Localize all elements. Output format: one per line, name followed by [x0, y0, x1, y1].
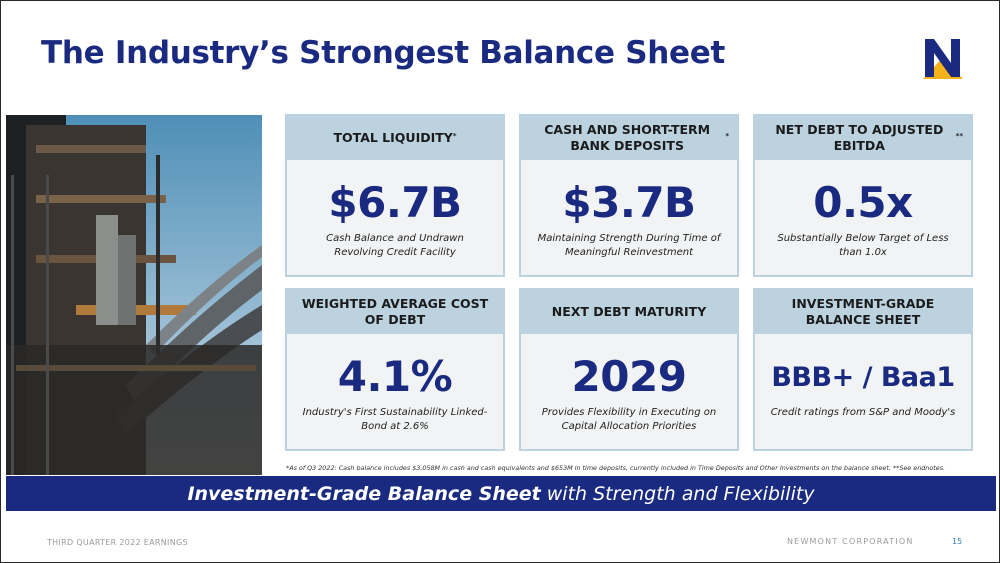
footnote-marker: * [452, 132, 457, 140]
card-cash-deposits: CASH AND SHORT-TERM BANK DEPOSITS * $3.7B… [519, 114, 739, 277]
banner: Investment-Grade Balance Sheet with Stre… [6, 476, 996, 511]
card-value: BBB+ / Baa1 [771, 362, 955, 393]
card-value: 0.5x [813, 178, 913, 227]
card-value: 4.1% [337, 352, 453, 401]
card-description: Industry's First Sustainability Linked-B… [302, 407, 488, 432]
newmont-logo-icon [923, 39, 963, 79]
card-value: $6.7B [328, 178, 462, 227]
card-label: WEIGHTED AVERAGE COST OF DEBT [301, 296, 489, 327]
card-header: CASH AND SHORT-TERM BANK DEPOSITS * [521, 116, 737, 160]
industrial-plant-photo [6, 115, 262, 475]
card-header: NEXT DEBT MATURITY [521, 290, 737, 334]
card-label: NEXT DEBT MATURITY [551, 304, 707, 319]
slide-title: The Industry’s Strongest Balance Sheet [41, 35, 725, 71]
card-value: 2029 [571, 352, 687, 401]
card-cost-of-debt: WEIGHTED AVERAGE COST OF DEBT 4.1% Indus… [285, 288, 505, 451]
card-label: NET DEBT TO ADJUSTED EBITDA [775, 122, 944, 153]
card-label: INVESTMENT-GRADE BALANCE SHEET [791, 296, 935, 327]
card-net-debt-ebitda: NET DEBT TO ADJUSTED EBITDA ** 0.5x Subst… [753, 114, 973, 277]
card-description: Cash Balance and Undrawn Revolving Credi… [326, 233, 464, 258]
footnote-marker: * [725, 132, 729, 140]
footnote-marker: ** [955, 132, 963, 140]
card-header: INVESTMENT-GRADE BALANCE SHEET [755, 290, 971, 334]
banner-text: with Strength and Flexibility [546, 482, 815, 505]
card-header: NET DEBT TO ADJUSTED EBITDA ** [755, 116, 971, 160]
card-description: Substantially Below Target of Less than … [777, 233, 949, 258]
card-label: TOTAL LIQUIDITY [333, 130, 453, 145]
card-description: Provides Flexibility in Executing on Cap… [541, 407, 717, 432]
card-investment-grade: INVESTMENT-GRADE BALANCE SHEET BBB+ / Ba… [753, 288, 973, 451]
card-description: Credit ratings from S&P and Moody's [770, 407, 956, 418]
page-number: 15 [952, 537, 963, 546]
card-description: Maintaining Strength During Time of Mean… [537, 233, 721, 258]
footer-company-name: NEWMONT CORPORATION [787, 537, 914, 546]
footer-event-label: THIRD QUARTER 2022 EARNINGS [47, 538, 188, 547]
banner-bold-text: Investment-Grade Balance Sheet [187, 482, 541, 505]
card-label: CASH AND SHORT-TERM BANK DEPOSITS [544, 122, 711, 153]
card-header: WEIGHTED AVERAGE COST OF DEBT [287, 290, 503, 334]
card-header: TOTAL LIQUIDITY * [287, 116, 503, 160]
card-value: $3.7B [562, 178, 696, 227]
card-next-debt-maturity: NEXT DEBT MATURITY 2029 Provides Flexibi… [519, 288, 739, 451]
card-total-liquidity: TOTAL LIQUIDITY * $6.7B Cash Balance and … [285, 114, 505, 277]
footnote: *As of Q3 2022: Cash balance includes $3… [286, 464, 946, 472]
